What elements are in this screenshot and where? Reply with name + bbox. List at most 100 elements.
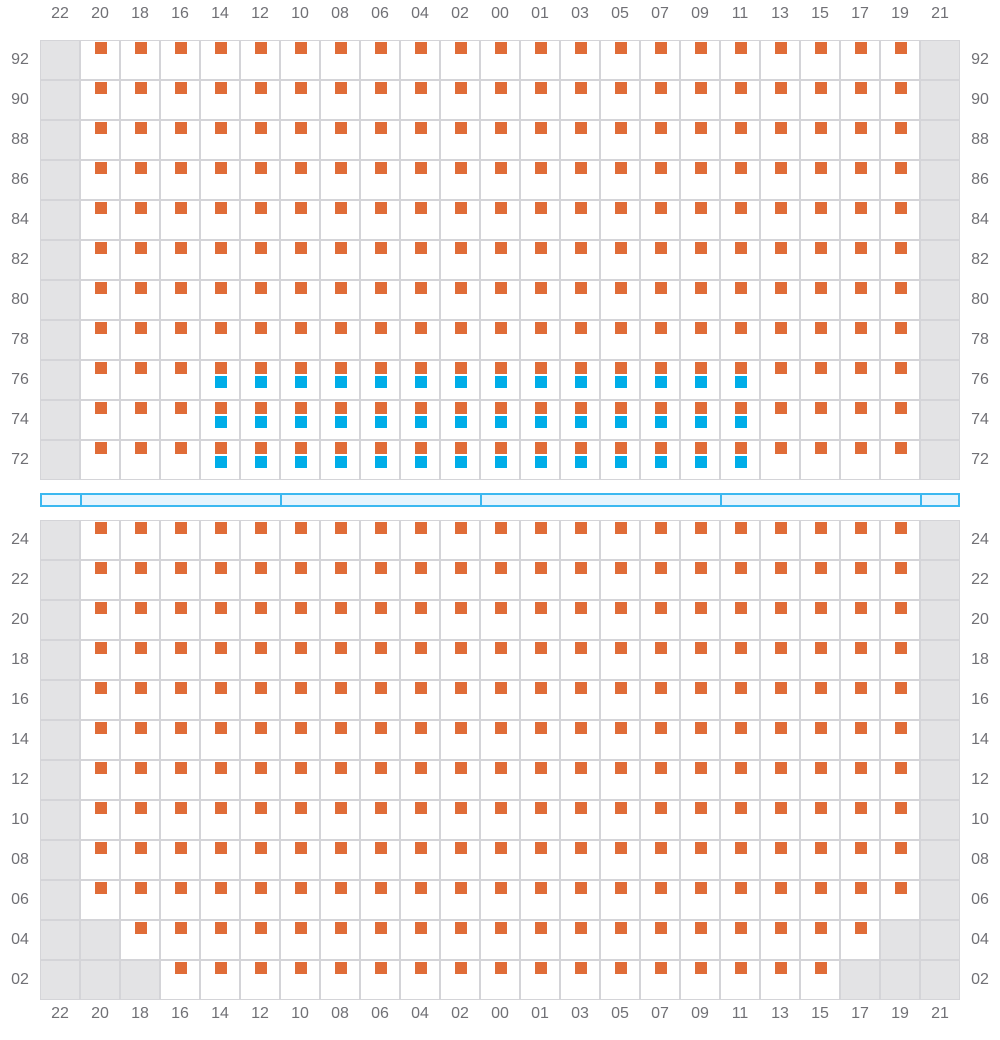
seat[interactable]: [440, 520, 480, 560]
seat[interactable]: [880, 160, 920, 200]
seat[interactable]: [440, 320, 480, 360]
seat[interactable]: [560, 600, 600, 640]
seat[interactable]: [240, 240, 280, 280]
seat[interactable]: [240, 720, 280, 760]
seat[interactable]: [520, 320, 560, 360]
seat[interactable]: [800, 40, 840, 80]
seat[interactable]: [600, 920, 640, 960]
seat[interactable]: [320, 520, 360, 560]
seat[interactable]: [840, 520, 880, 560]
seat[interactable]: [520, 920, 560, 960]
seat[interactable]: [240, 120, 280, 160]
seat[interactable]: [720, 120, 760, 160]
seat[interactable]: [320, 240, 360, 280]
seat[interactable]: [320, 560, 360, 600]
seat[interactable]: [520, 360, 560, 400]
seat[interactable]: [520, 800, 560, 840]
seat[interactable]: [600, 800, 640, 840]
seat[interactable]: [800, 800, 840, 840]
seat[interactable]: [440, 280, 480, 320]
seat[interactable]: [320, 680, 360, 720]
seat[interactable]: [600, 520, 640, 560]
seat[interactable]: [400, 720, 440, 760]
seat[interactable]: [480, 920, 520, 960]
seat[interactable]: [680, 640, 720, 680]
seat[interactable]: [600, 40, 640, 80]
seat[interactable]: [760, 360, 800, 400]
seat[interactable]: [760, 40, 800, 80]
seat[interactable]: [560, 560, 600, 600]
seat[interactable]: [600, 960, 640, 1000]
seat[interactable]: [320, 640, 360, 680]
seat[interactable]: [680, 960, 720, 1000]
seat[interactable]: [840, 440, 880, 480]
seat[interactable]: [600, 880, 640, 920]
seat[interactable]: [360, 400, 400, 440]
seat[interactable]: [160, 520, 200, 560]
seat[interactable]: [680, 720, 720, 760]
seat[interactable]: [160, 560, 200, 600]
seat[interactable]: [720, 240, 760, 280]
seat[interactable]: [680, 200, 720, 240]
seat[interactable]: [360, 760, 400, 800]
seat[interactable]: [80, 120, 120, 160]
seat[interactable]: [80, 440, 120, 480]
seat[interactable]: [320, 80, 360, 120]
seat[interactable]: [80, 760, 120, 800]
seat[interactable]: [560, 280, 600, 320]
seat[interactable]: [80, 200, 120, 240]
seat[interactable]: [160, 400, 200, 440]
seat[interactable]: [720, 840, 760, 880]
seat[interactable]: [480, 760, 520, 800]
seat[interactable]: [440, 680, 480, 720]
seat[interactable]: [720, 680, 760, 720]
seat[interactable]: [280, 560, 320, 600]
seat[interactable]: [240, 920, 280, 960]
seat[interactable]: [880, 80, 920, 120]
seat[interactable]: [440, 40, 480, 80]
seat[interactable]: [320, 400, 360, 440]
seat[interactable]: [280, 280, 320, 320]
seat[interactable]: [80, 880, 120, 920]
seat[interactable]: [200, 920, 240, 960]
seat[interactable]: [880, 440, 920, 480]
seat[interactable]: [280, 800, 320, 840]
seat[interactable]: [800, 880, 840, 920]
seat[interactable]: [240, 800, 280, 840]
seat[interactable]: [80, 240, 120, 280]
seat[interactable]: [520, 120, 560, 160]
seat[interactable]: [360, 960, 400, 1000]
seat[interactable]: [360, 280, 400, 320]
seat[interactable]: [600, 360, 640, 400]
seat[interactable]: [840, 760, 880, 800]
seat[interactable]: [880, 680, 920, 720]
seat[interactable]: [80, 80, 120, 120]
seat[interactable]: [440, 960, 480, 1000]
seat[interactable]: [720, 640, 760, 680]
seat[interactable]: [640, 280, 680, 320]
seat[interactable]: [840, 280, 880, 320]
seat[interactable]: [720, 200, 760, 240]
seat[interactable]: [880, 800, 920, 840]
seat[interactable]: [880, 40, 920, 80]
seat[interactable]: [200, 280, 240, 320]
seat[interactable]: [160, 760, 200, 800]
seat[interactable]: [440, 920, 480, 960]
seat[interactable]: [120, 800, 160, 840]
seat[interactable]: [480, 240, 520, 280]
seat[interactable]: [520, 680, 560, 720]
seat[interactable]: [760, 920, 800, 960]
seat[interactable]: [480, 400, 520, 440]
seat[interactable]: [680, 160, 720, 200]
seat[interactable]: [280, 520, 320, 560]
seat[interactable]: [640, 720, 680, 760]
seat[interactable]: [160, 40, 200, 80]
seat[interactable]: [440, 240, 480, 280]
seat[interactable]: [800, 600, 840, 640]
seat[interactable]: [320, 920, 360, 960]
seat[interactable]: [120, 600, 160, 640]
seat[interactable]: [440, 640, 480, 680]
seat[interactable]: [80, 520, 120, 560]
seat[interactable]: [520, 880, 560, 920]
seat[interactable]: [720, 280, 760, 320]
